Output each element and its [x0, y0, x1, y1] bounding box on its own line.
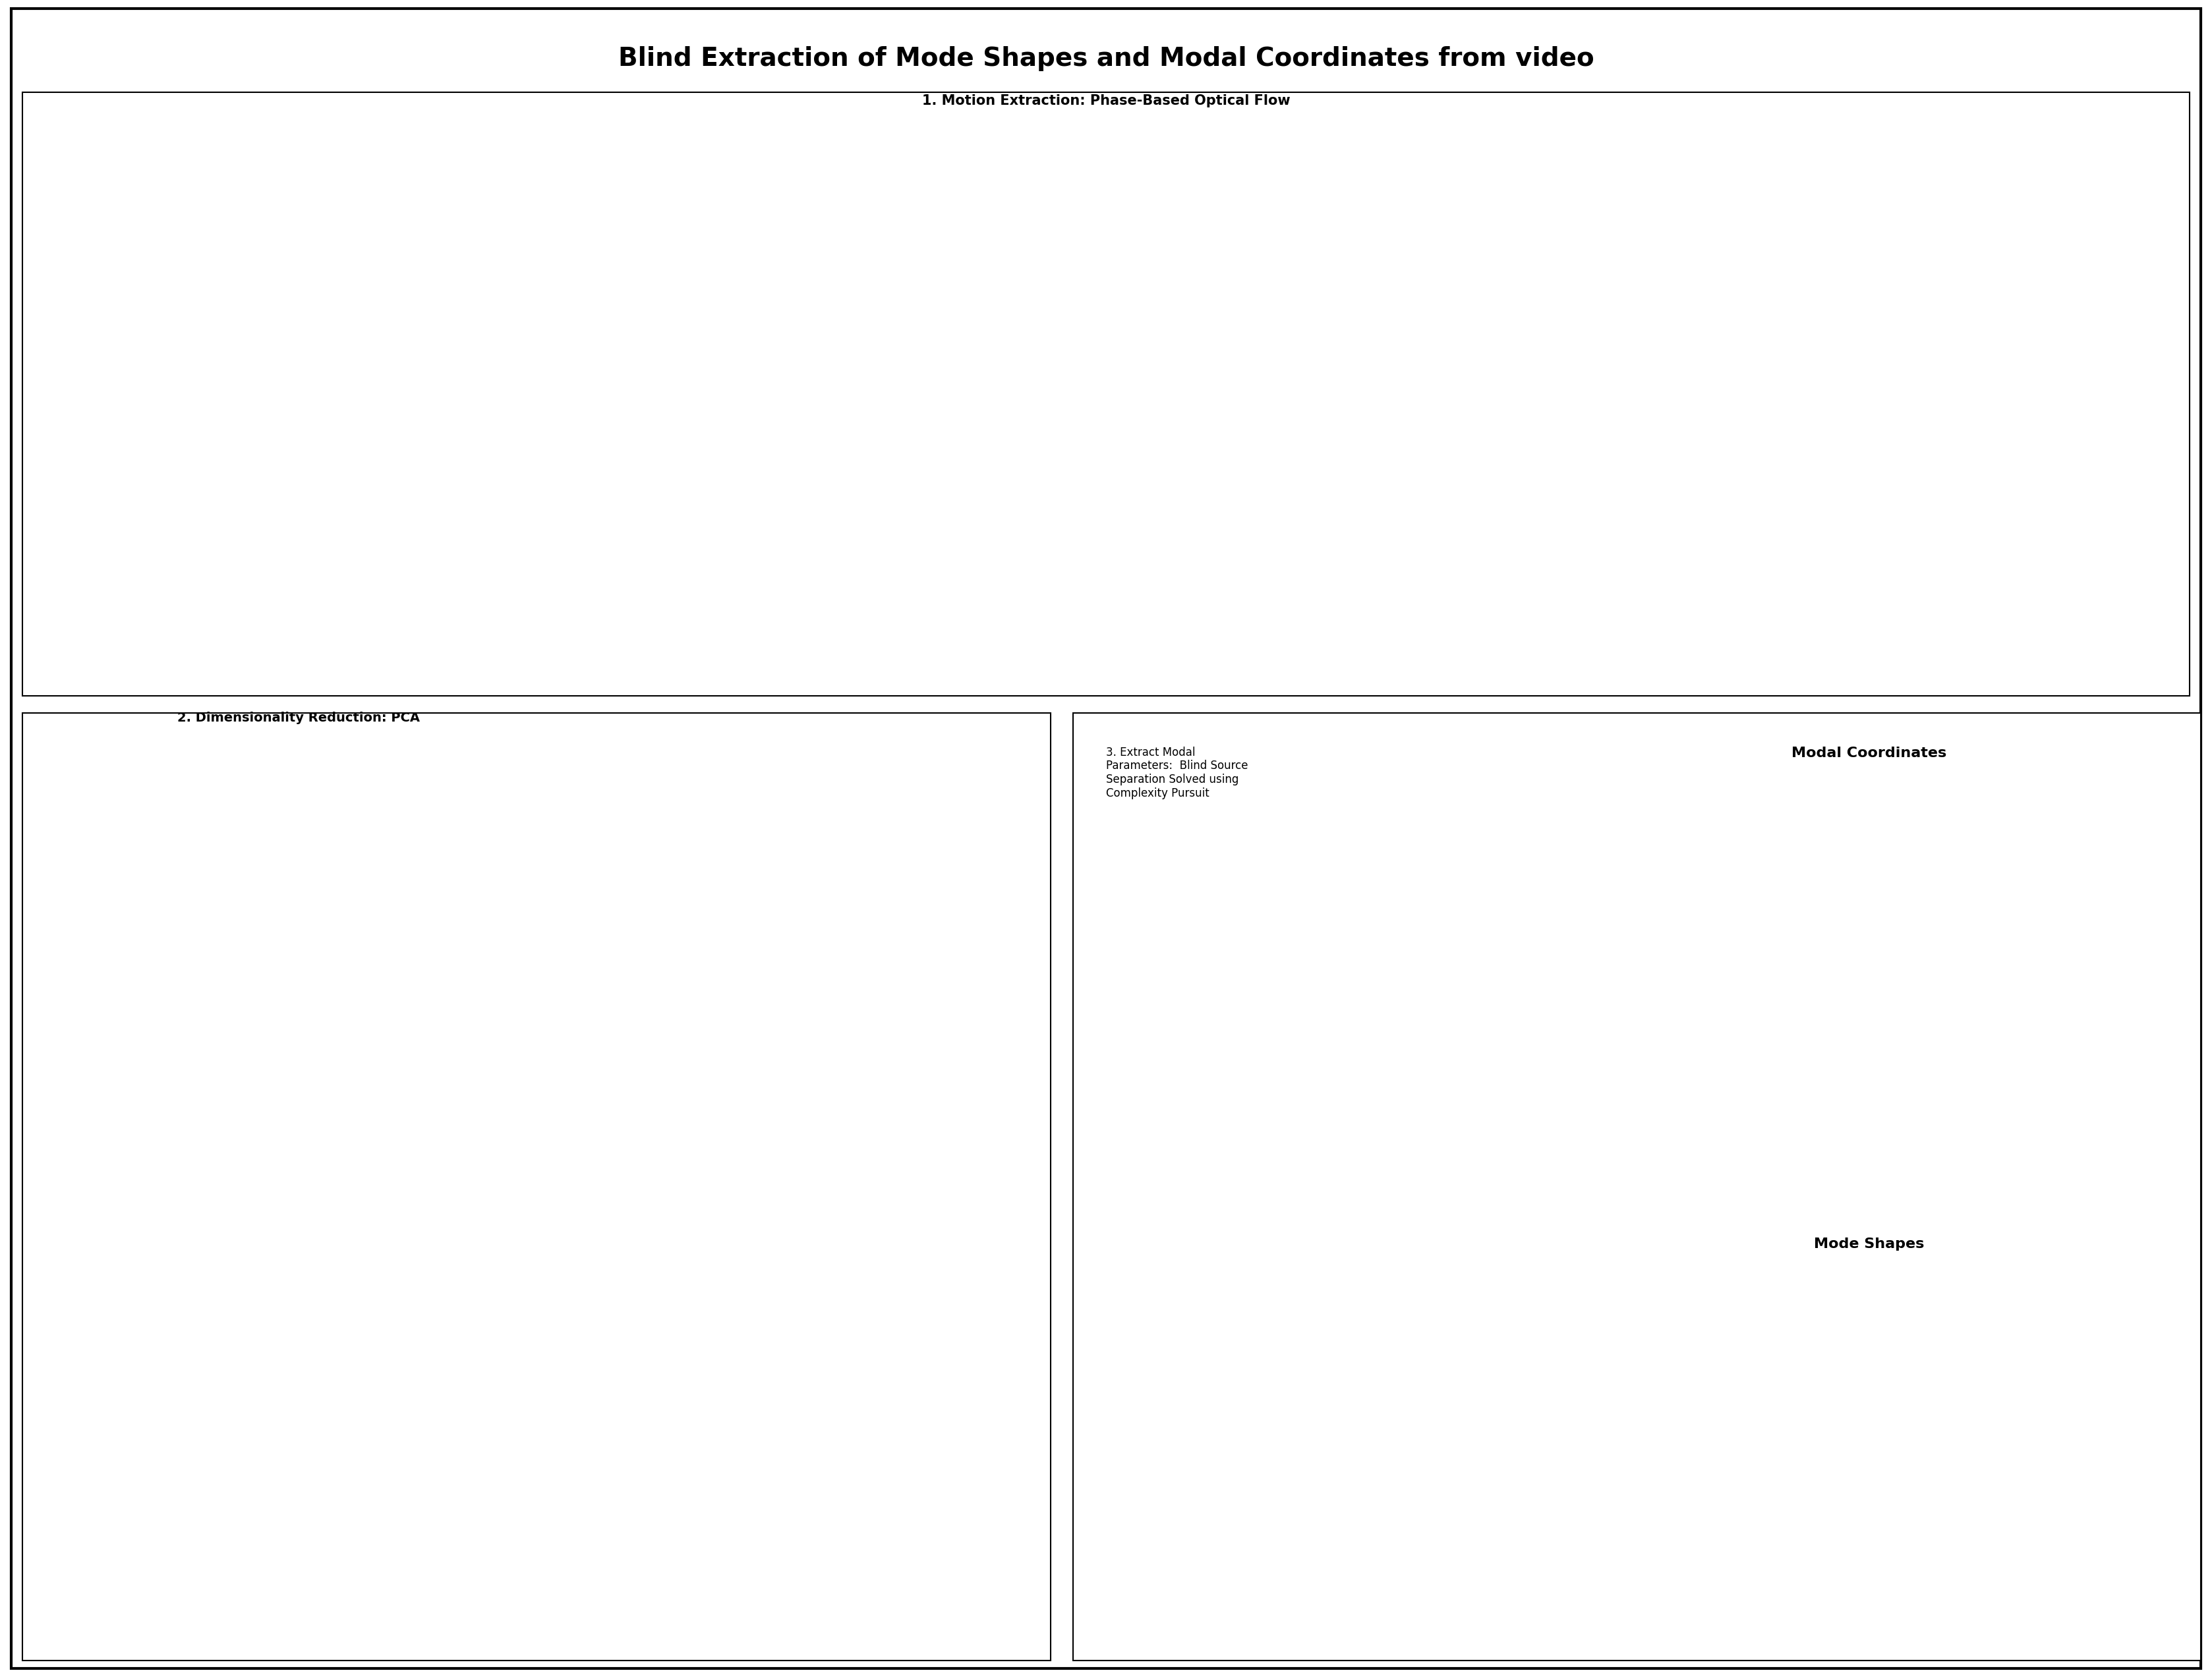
- Title: modal_functions.py : PCA Singular Values (sum normed to one): modal_functions.py : PCA Singular Values…: [281, 755, 427, 758]
- Title: demixing matrix: demixing matrix: [1276, 776, 1345, 785]
- X-axis label: Time (seconds): Time (seconds): [177, 1196, 210, 1199]
- Text: Modal Coordinates: Modal Coordinates: [1792, 746, 1947, 760]
- X-axis label: Frequency (Hz): Frequency (Hz): [832, 1464, 865, 1467]
- Title: (FFT) of PCA Component 2: (FFT) of PCA Component 2: [810, 1243, 887, 1249]
- X-axis label: Component #: Component #: [338, 961, 369, 964]
- X-axis label: To be used in IFFT(FFT(img)*filter): To be used in IFFT(FFT(img)*filter): [124, 681, 195, 684]
- Title: Amplitude: Amplitude: [409, 124, 440, 131]
- Title: PCA Component 2: PCA Component 2: [821, 974, 876, 981]
- Y-axis label: Significance: Significance: [100, 842, 102, 869]
- X-axis label: Frequency (Hz): Frequency (Hz): [504, 1464, 538, 1467]
- Title: (FFT) of PCA Component 1: (FFT) of PCA Component 1: [482, 1243, 560, 1249]
- Title: Mean Amplitude: Mean Amplitude: [1077, 124, 1130, 131]
- Title: Filter for FFT: Filter for FFT: [139, 124, 179, 131]
- X-axis label: Frequency (Hz): Frequency (Hz): [177, 1464, 210, 1467]
- Text: 2. Dimensionality Reduction: PCA: 2. Dimensionality Reduction: PCA: [177, 713, 420, 724]
- Text: 1. Motion Extraction: Phase-Based Optical Flow: 1. Motion Extraction: Phase-Based Optica…: [922, 94, 1290, 107]
- X-axis label: Time (seconds): Time (seconds): [504, 1196, 538, 1199]
- Title: Threshed Mean Amplitude: Threshed Mean Amplitude: [1283, 124, 1367, 131]
- Text: Mode Shapes: Mode Shapes: [1814, 1238, 1924, 1251]
- Title: Selected Local Phase: Selected Local Phase: [1513, 124, 1579, 131]
- Text: 3. Extract Modal
Parameters:  Blind Source
Separation Solved using
Complexity Pu: 3. Extract Modal Parameters: Blind Sourc…: [1106, 746, 1248, 800]
- Title: PCA Component 0: PCA Component 0: [166, 974, 221, 981]
- X-axis label: Time (seconds): Time (seconds): [832, 1196, 865, 1199]
- Title: Phase x Amplitude: Phase x Amplitude: [852, 124, 914, 131]
- Title: PCA Component 1: PCA Component 1: [493, 974, 549, 981]
- Title: Local Phase: Local Phase: [635, 124, 672, 131]
- Text: Blind Extraction of Mode Shapes and Modal Coordinates from video: Blind Extraction of Mode Shapes and Moda…: [617, 47, 1595, 70]
- Title: (FFT) of PCA Component 0: (FFT) of PCA Component 0: [155, 1243, 232, 1249]
